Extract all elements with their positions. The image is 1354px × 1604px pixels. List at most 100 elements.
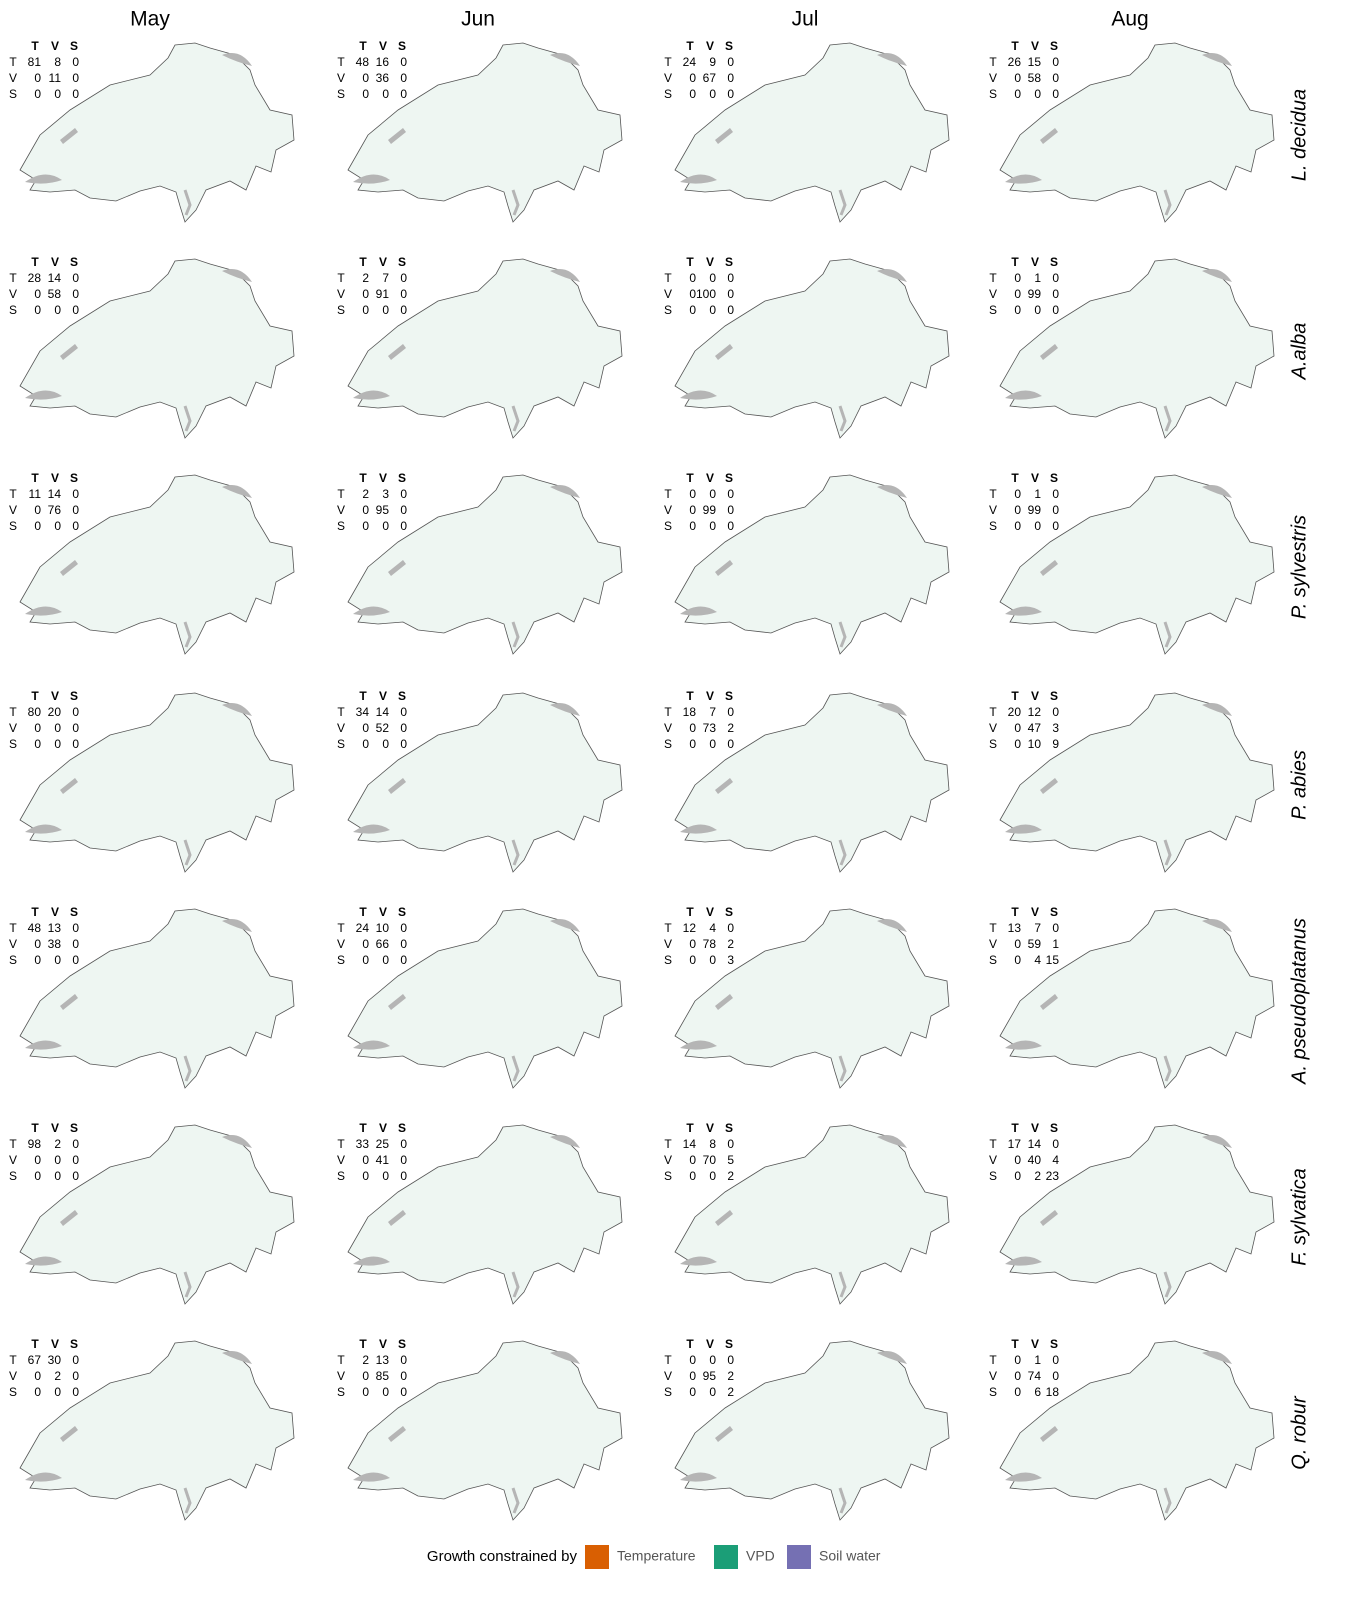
matrix-header: V xyxy=(1031,689,1039,703)
matrix-header: S xyxy=(398,905,406,919)
matrix-value: 0 xyxy=(400,287,407,301)
matrix-value: 0 xyxy=(727,71,734,85)
matrix-value: 0 xyxy=(689,737,696,751)
map xyxy=(20,259,294,438)
matrix-value: 0 xyxy=(72,503,79,517)
row-label: P. abies xyxy=(1288,750,1310,820)
matrix-value: 0 xyxy=(1014,737,1021,751)
matrix-value: 0 xyxy=(72,721,79,735)
matrix-value: 0 xyxy=(1052,87,1059,101)
matrix-header: S xyxy=(1050,255,1058,269)
matrix-row-label: V xyxy=(337,71,345,85)
matrix-value: 0 xyxy=(34,519,41,533)
matrix-value: 0 xyxy=(709,737,716,751)
matrix-value: 0 xyxy=(1014,271,1021,285)
panel: TT1240VV0782SS003 xyxy=(664,905,949,1088)
map xyxy=(675,1125,949,1304)
matrix-value: 0 xyxy=(1052,503,1059,517)
matrix-row-label: S xyxy=(337,737,345,751)
matrix-value: 14 xyxy=(1028,1137,1042,1151)
matrix-header: T xyxy=(1011,905,1019,919)
matrix-value: 0 xyxy=(72,1353,79,1367)
matrix-row-label: V xyxy=(337,937,345,951)
matrix-value: 0 xyxy=(1052,1353,1059,1367)
matrix-row-label: S xyxy=(337,87,345,101)
matrix-header: T xyxy=(31,689,39,703)
matrix-value: 95 xyxy=(376,503,390,517)
matrix-row-label: S xyxy=(337,953,345,967)
matrix-header: T xyxy=(1011,471,1019,485)
map xyxy=(20,1125,294,1304)
matrix-header: T xyxy=(359,905,367,919)
matrix-value: 13 xyxy=(1008,921,1022,935)
matrix-value: 0 xyxy=(34,87,41,101)
matrix-value: 0 xyxy=(362,503,369,517)
matrix-header: V xyxy=(379,1121,387,1135)
matrix-header: S xyxy=(1050,471,1058,485)
matrix-value: 0 xyxy=(54,1153,61,1167)
matrix-value: 0 xyxy=(54,721,61,735)
matrix-row-label: T xyxy=(664,1137,672,1151)
matrix-header: T xyxy=(359,1337,367,1351)
matrix-row-label: V xyxy=(9,287,17,301)
matrix-value: 2 xyxy=(727,721,734,735)
matrix-value: 0 xyxy=(54,87,61,101)
matrix-header: V xyxy=(379,689,387,703)
matrix-value: 0 xyxy=(709,487,716,501)
matrix-value: 0 xyxy=(709,1353,716,1367)
matrix-value: 0 xyxy=(400,271,407,285)
matrix-value: 0 xyxy=(727,487,734,501)
matrix-value: 0 xyxy=(1014,287,1021,301)
matrix-row-label: S xyxy=(9,737,17,751)
matrix-value: 0 xyxy=(400,55,407,69)
matrix-value: 0 xyxy=(362,1369,369,1383)
matrix-value: 8 xyxy=(709,1137,716,1151)
panel: TT010VV0740SS0618 xyxy=(989,1337,1274,1520)
panel: TT000VV0990SS000 xyxy=(664,471,949,654)
matrix-value: 8 xyxy=(54,55,61,69)
row-label: Q. robur xyxy=(1288,1395,1310,1470)
matrix-header: S xyxy=(70,689,78,703)
matrix-header: V xyxy=(51,471,59,485)
matrix-value: 0 xyxy=(400,519,407,533)
legend-title: Growth constrained by xyxy=(427,1548,578,1565)
matrix-row-label: S xyxy=(989,1169,997,1183)
matrix-header: V xyxy=(51,1337,59,1351)
matrix-value: 1 xyxy=(1052,937,1059,951)
matrix-header: S xyxy=(70,905,78,919)
matrix-value: 0 xyxy=(727,1353,734,1367)
panel: TT230VV0950SS000 xyxy=(337,471,622,654)
matrix-value: 2 xyxy=(54,1137,61,1151)
matrix-header: V xyxy=(706,39,714,53)
matrix-value: 0 xyxy=(689,1385,696,1399)
matrix-value: 0 xyxy=(34,737,41,751)
matrix-row-label: T xyxy=(9,921,17,935)
matrix-value: 0 xyxy=(54,953,61,967)
matrix-value: 0 xyxy=(400,1137,407,1151)
matrix-row-label: S xyxy=(989,519,997,533)
matrix-row-label: T xyxy=(664,705,672,719)
matrix-row-label: T xyxy=(664,487,672,501)
matrix-header: S xyxy=(725,1337,733,1351)
matrix-value: 0 xyxy=(34,287,41,301)
matrix-value: 0 xyxy=(727,87,734,101)
matrix-value: 14 xyxy=(48,271,62,285)
matrix-value: 10 xyxy=(376,921,390,935)
matrix-value: 0 xyxy=(727,705,734,719)
matrix-row-label: S xyxy=(989,1385,997,1399)
column-title: Jun xyxy=(461,8,495,31)
matrix-row-label: V xyxy=(337,287,345,301)
matrix-value: 0 xyxy=(1014,937,1021,951)
matrix-value: 73 xyxy=(703,721,717,735)
matrix-value: 58 xyxy=(1028,71,1042,85)
matrix-header: V xyxy=(706,1337,714,1351)
matrix-value: 0 xyxy=(34,1369,41,1383)
matrix-value: 10 xyxy=(1028,737,1042,751)
matrix-value: 0 xyxy=(72,303,79,317)
matrix-header: T xyxy=(1011,1337,1019,1351)
matrix-header: T xyxy=(686,471,694,485)
